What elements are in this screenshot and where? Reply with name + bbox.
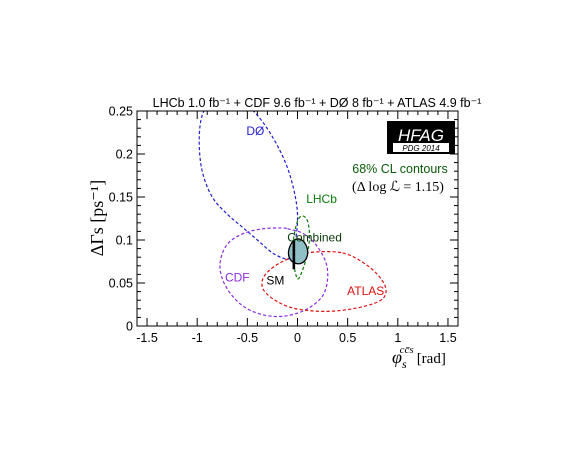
x-tick-label: -1.5 — [136, 331, 158, 345]
contour-lhcb — [292, 215, 311, 280]
x-tick-label: -0.5 — [237, 331, 259, 345]
chart-title-group: LHCb 1.0 fb⁻¹ + CDF 9.6 fb⁻¹ + DØ 8 fb⁻¹… — [153, 96, 482, 110]
x-axis-label: φscc̄s[rad] — [392, 344, 446, 371]
cl-annotation: 68% CL contours (Δ log ℒ = 1.15) — [352, 162, 448, 195]
x-tick-label: 0 — [294, 331, 301, 345]
series-label-d: DØ — [246, 124, 264, 138]
cl-annotation-line2: (Δ log ℒ = 1.15) — [352, 180, 444, 195]
hfag-logo-main: HFAG — [398, 126, 444, 145]
x-tick-label: 0.5 — [339, 331, 356, 345]
y-tick-label: 0.15 — [109, 191, 133, 205]
y-tick-label: 0 — [126, 320, 133, 334]
series-label-lhcb: LHCb — [306, 192, 337, 206]
x-axis-label-sub: s — [402, 357, 407, 371]
x-tick-label: 1 — [394, 331, 401, 345]
y-tick-label: 0.05 — [109, 277, 133, 291]
x-axis-label-text: φscc̄s[rad] — [392, 344, 446, 371]
contour-atlas — [261, 250, 387, 312]
contour-cdf — [219, 227, 329, 318]
x-tick-label: -1 — [192, 331, 203, 345]
series-label-cdf: CDF — [225, 270, 250, 284]
y-tick-label: 0.2 — [116, 148, 133, 162]
y-tick-label: 0.25 — [109, 105, 133, 119]
hfag-logo-subbox — [393, 143, 449, 152]
cl-annotation-line1: 68% CL contours — [352, 162, 447, 176]
hfag-logo: HFAG PDG 2014 — [387, 121, 455, 154]
hfag-logo-sub: PDG 2014 — [402, 144, 440, 153]
x-tick-label: 1.5 — [439, 331, 456, 345]
y-tick-label: 0.1 — [116, 234, 133, 248]
y-axis-label-text: ΔΓs [ps⁻¹] — [87, 180, 107, 256]
x-axis-label-unit: [rad] — [417, 351, 446, 367]
series-label-atlas: ATLAS — [347, 284, 384, 298]
x-axis-label-sup: cc̄s — [400, 344, 414, 356]
series-labels-layer: DØ CDF ATLAS LHCb Combined SM — [225, 124, 384, 298]
sm-label: SM — [266, 274, 284, 288]
x-axis-label-main: φ — [392, 347, 402, 367]
contour-d — [198, 111, 299, 261]
chart-title: LHCb 1.0 fb⁻¹ + CDF 9.6 fb⁻¹ + DØ 8 fb⁻¹… — [153, 96, 482, 110]
contours-layer — [198, 111, 387, 318]
y-axis-label: ΔΓs [ps⁻¹] — [87, 180, 107, 256]
series-label-combined: Combined — [287, 231, 342, 245]
